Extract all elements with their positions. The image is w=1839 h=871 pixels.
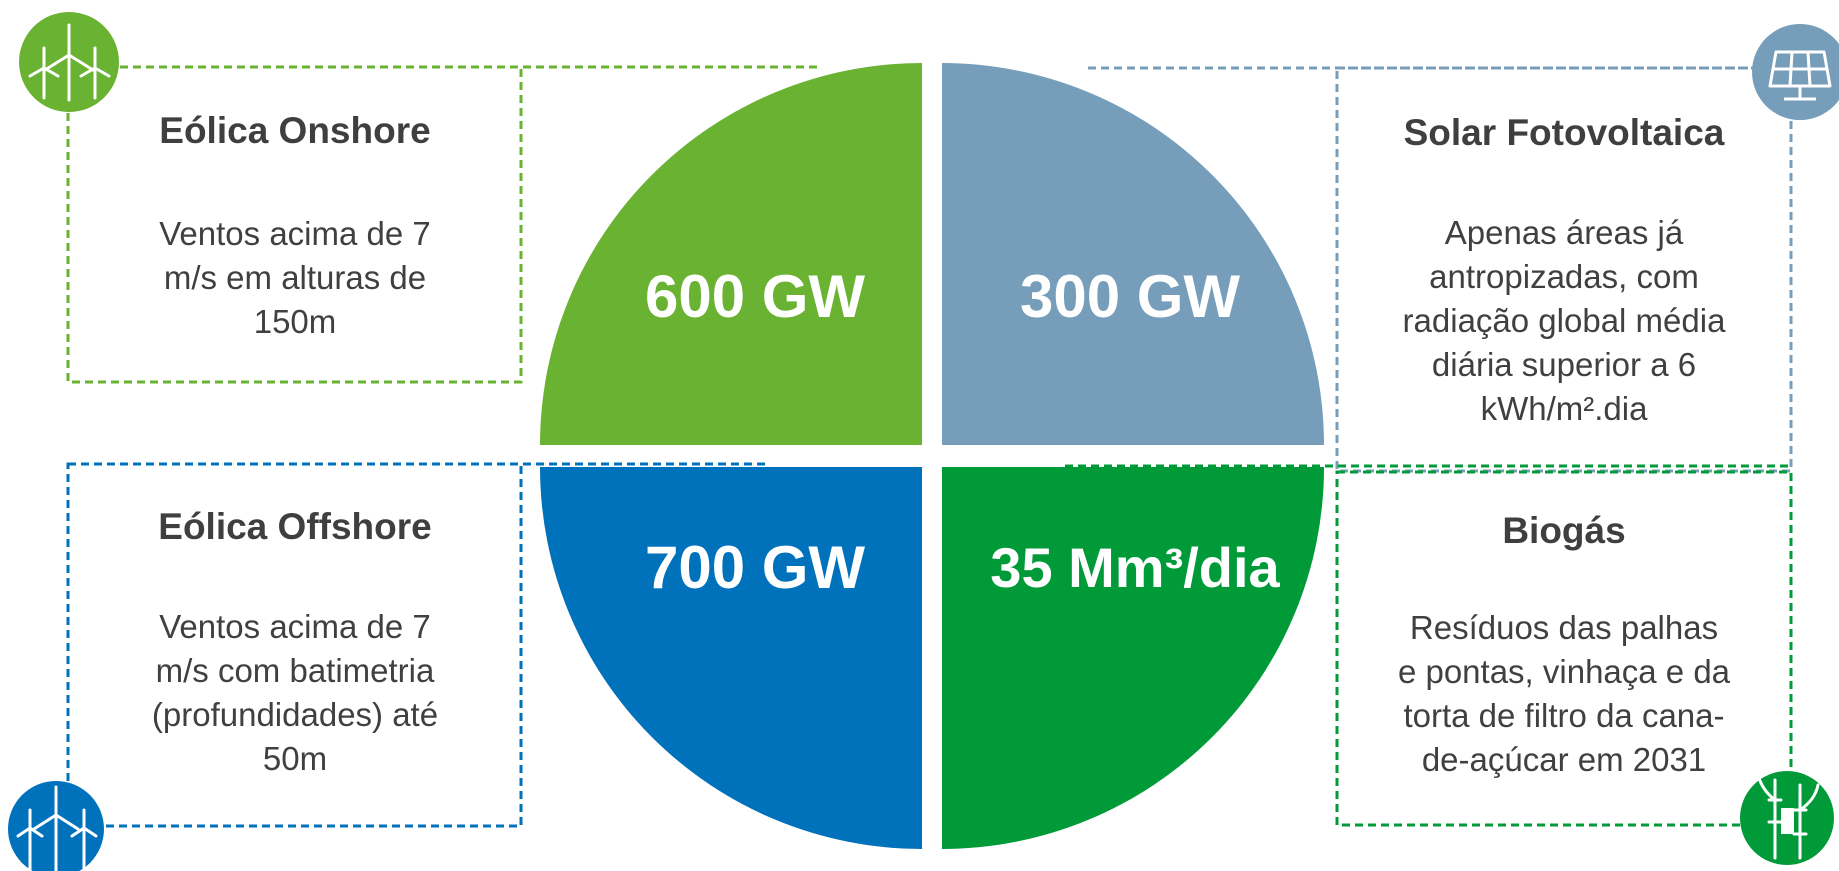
description-line: Apenas áreas já: [1444, 214, 1684, 251]
onshore-title: Eólica Onshore: [159, 110, 431, 151]
solar-panel-icon: [1752, 24, 1839, 120]
solar-quadrant: [942, 63, 1324, 445]
onshore-description: Ventos acima de 7 m/s em alturas de 150m: [70, 212, 520, 344]
description-line: Resíduos das palhas: [1409, 609, 1719, 646]
offshore-wind-icon: [8, 781, 104, 871]
offshore-title: Eólica Offshore: [158, 506, 432, 547]
solar-title: Solar Fotovoltaica: [1403, 112, 1725, 153]
offshore-text-box: Eólica Offshore Ventos acima de 7 m/s co…: [70, 466, 520, 824]
offshore-quadrant: [540, 467, 922, 849]
description-line: antropizadas, com: [1429, 258, 1699, 295]
description-line: de-açúcar em 2031: [1421, 741, 1707, 778]
biogas-text-box: Biogás Resíduos das palhas e pontas, vin…: [1339, 474, 1789, 824]
biogas-value: 35 Mm³/dia: [990, 536, 1280, 599]
biogas-frame: [1065, 464, 1793, 827]
offshore-description: Ventos acima de 7 m/s com batimetria (pr…: [70, 605, 520, 781]
onshore-quadrant: [540, 63, 922, 445]
description-line: m/s com batimetria: [155, 652, 435, 689]
solar-value: 300 GW: [1019, 263, 1241, 330]
description-line: radiação global média: [1402, 302, 1726, 339]
solar-text-box: Solar Fotovoltaica Apenas áreas já antro…: [1339, 70, 1789, 470]
offshore-value: 700 GW: [644, 534, 866, 601]
description-line: 50m: [262, 740, 328, 777]
onshore-frame: [66, 65, 820, 384]
biogas-title: Biogás: [1502, 510, 1626, 551]
onshore-text-box: Eólica Onshore Ventos acima de 7 m/s em …: [70, 70, 520, 380]
description-line: m/s em alturas de: [163, 259, 427, 296]
biogas-quadrant: [942, 467, 1324, 849]
description-line: (profundidades) até: [151, 696, 439, 733]
biogas-description: Resíduos das palhas e pontas, vinhaça e …: [1339, 606, 1789, 782]
offshore-frame: [66, 462, 765, 828]
description-line: torta de filtro da cana-: [1403, 697, 1725, 734]
description-line: Ventos acima de 7: [159, 608, 431, 645]
onshore-value: 600 GW: [644, 263, 866, 330]
sugarcane-icon: [1740, 771, 1834, 865]
description-line: Ventos acima de 7: [159, 215, 431, 252]
solar-description: Apenas áreas já antropizadas, com radiaç…: [1339, 211, 1789, 431]
description-line: diária superior a 6: [1431, 346, 1697, 383]
description-line: kWh/m².dia: [1480, 390, 1648, 427]
description-line: 150m: [253, 303, 337, 340]
description-line: e pontas, vinhaça e da: [1397, 653, 1731, 690]
wind-turbines-icon: [19, 12, 119, 112]
